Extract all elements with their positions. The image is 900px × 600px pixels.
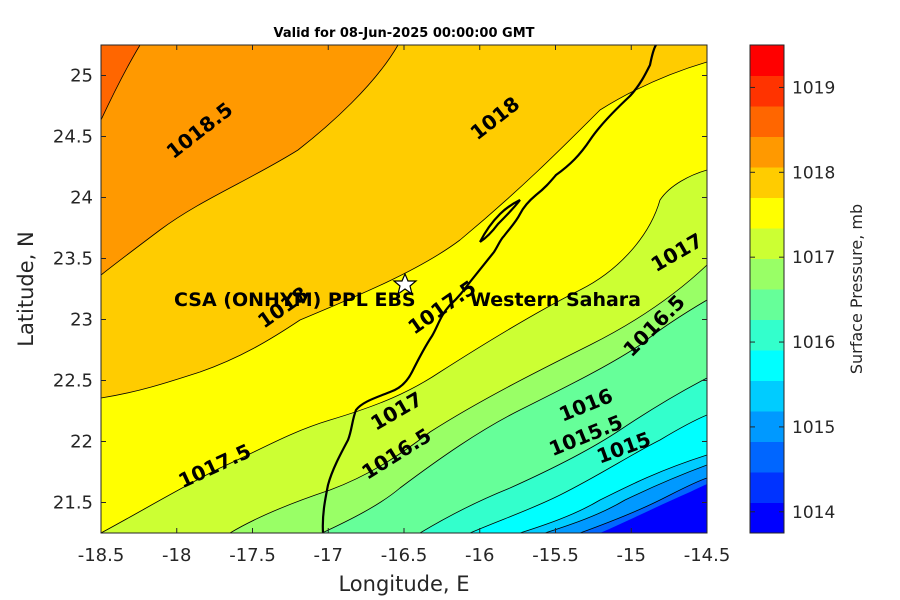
contour-line-1019: [101, 45, 141, 121]
contour-fill-region: [101, 45, 707, 533]
colorbar-swatch: [750, 289, 784, 320]
site-marker: [392, 272, 418, 296]
contour-line-1014-5: [544, 464, 707, 533]
y-tick-label: 22.5: [53, 371, 93, 392]
x-tick-label: -15.5: [532, 545, 579, 566]
chart-title: Valid for 08-Jun-2025 00:00:00 GMT: [274, 26, 535, 41]
contour-line-1017: [229, 264, 707, 533]
colorbar: 1014 1015 1016 1017 1018 1019: [749, 44, 835, 534]
colorbar-swatch: [750, 319, 784, 351]
contour-line-1015: [519, 454, 707, 533]
colorbar-swatch: [750, 350, 784, 381]
y-tick-label: 23: [70, 310, 93, 331]
colorbar-swatch: [750, 380, 784, 412]
site-label: CSA (ONHYM) PPL EBS: [174, 289, 416, 311]
contour-line-1016: [419, 377, 707, 533]
y-tick-label: 23.5: [53, 249, 93, 270]
colorbar-swatch: [750, 441, 784, 473]
region-label: Western Sahara: [470, 289, 641, 311]
colorbar-tick-label: 1017: [792, 248, 835, 268]
coastline: [321, 45, 657, 533]
colorbar-swatch: [750, 106, 784, 137]
fill-band-1019: [101, 45, 140, 120]
x-tick-label: -18: [162, 545, 191, 566]
contour-line-1016-5: [321, 299, 707, 533]
colorbar-swatch: [750, 45, 784, 76]
colorbar-tick-label: 1016: [792, 333, 835, 353]
colorbar-swatch: [750, 75, 784, 107]
star-icon: [392, 272, 418, 296]
x-tick-label: -16.5: [381, 545, 428, 566]
x-tick-label: -18.5: [78, 545, 125, 566]
colorbar-tick-label: 1015: [792, 418, 835, 438]
contour-line-1014: [579, 477, 707, 533]
x-tick-label: -15: [617, 545, 646, 566]
y-tick-label: 24: [70, 188, 93, 209]
fill-band-1013: [600, 484, 707, 533]
x-tick-label: -14.5: [684, 545, 731, 566]
colorbar-swatch: [750, 167, 784, 198]
colorbar-swatch: [750, 502, 784, 534]
y-axis-title: Latitude, N: [14, 231, 38, 347]
colorbar-swatch: [750, 258, 784, 290]
y-tick-label: 22: [70, 432, 93, 453]
colorbar-swatch: [750, 136, 784, 168]
x-tick-label: -16: [465, 545, 494, 566]
contour-line-1017-5: [101, 169, 707, 533]
colorbar-tick-label: 1018: [792, 163, 835, 183]
y-tick-label: 25: [70, 66, 93, 87]
colorbar-title: Surface Pressure, mb: [847, 204, 866, 374]
coastline-peninsula: [479, 199, 521, 243]
y-axis: 21.5 22 22.5 23 23.5 24 24.5 25: [53, 66, 707, 514]
colorbar-swatch: [750, 411, 784, 442]
x-tick-label: -17: [314, 545, 343, 566]
x-axis: -18.5 -18 -17.5 -17 -16.5 -16 -15.5 -15 -14.5: [78, 45, 731, 566]
contour-line-1015-5: [469, 414, 707, 533]
colorbar-tick-label: 1019: [792, 78, 835, 98]
colorbar-swatch: [750, 472, 784, 503]
contour-line-1018-5: [101, 45, 399, 276]
x-tick-label: -17.5: [229, 545, 276, 566]
colorbar-swatch: [750, 197, 784, 229]
colorbar-swatch: [750, 228, 784, 259]
y-tick-label: 21.5: [53, 493, 93, 514]
colorbar-frame: [749, 44, 785, 534]
x-axis-title: Longitude, E: [338, 572, 469, 596]
colorbar-tick-label: 1014: [792, 503, 835, 523]
y-tick-label: 24.5: [53, 127, 93, 148]
fill-band-1018-5: [101, 45, 398, 275]
